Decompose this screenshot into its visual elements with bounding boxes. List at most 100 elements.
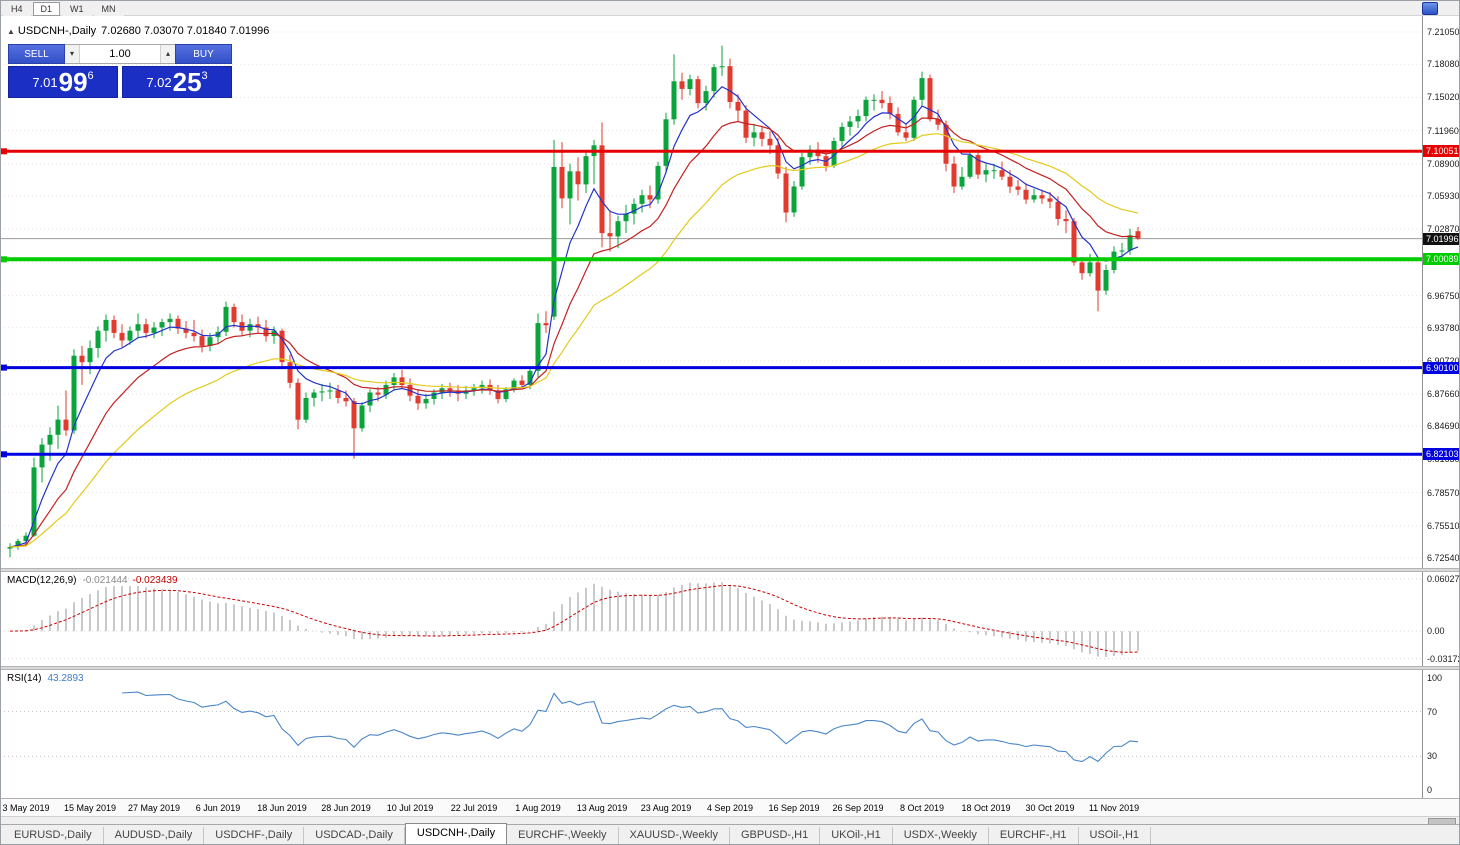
ch art-title: ▲ USDCNH-,Daily 7.02680 7.03070 7.01840 7.… [7,25,269,37]
price-axis-label: 6.90720 [1427,356,1460,366]
macd-name: MACD(12,26,9) [7,575,77,586]
candlestick-series [7,45,1141,558]
price-axis-label: 7.18080 [1427,59,1460,70]
date-axis-label: 6 Jun 2019 [195,803,241,813]
date-axis-label: 10 Jul 2019 [386,803,434,813]
date-axis-label: 26 Sep 2019 [832,803,884,813]
timeframe-button-d1[interactable]: D1 [32,1,61,16]
sell-button[interactable]: SELL [8,44,65,64]
date-axis-label: 22 Jul 2019 [450,803,498,813]
price-axis-label: 7.11960 [1427,125,1459,136]
buy-price-pips: 25 [172,67,202,97]
ma-slow-line [9,133,1139,548]
sell-price-display[interactable]: 7.01 99 6 [8,66,118,98]
price-axis: 7.21050 7.18080 7.15020 7.11960 7.08900 7.059… [1422,16,1460,798]
volume-input[interactable] [80,45,160,63]
date-axis-label: 13 Aug 2019 [576,803,628,813]
date-axis-label: 1 Aug 2019 [515,803,561,813]
level-line-handle[interactable] [1,148,7,155]
chart-tab-usoil-h1[interactable]: USOil-,H1 [1079,827,1152,845]
chart-window: ▲ USDCNH-,Daily 7.02680 7.03070 7.01840 7.… [0,16,1460,825]
buy-button[interactable]: BUY [175,44,232,64]
buy-price-point: 3 [201,70,208,82]
price-axis-label: 7.21050 [1427,27,1460,37]
chart-tab-usdchf-daily[interactable]: USDCHF-,Daily [204,827,305,845]
level-line-handle[interactable] [1,364,7,371]
timeframe-button-w1[interactable]: W1 [62,1,92,16]
macd-signal-line [9,584,1139,653]
panel-splitter-macd[interactable] [0,568,1460,572]
date-axis-label: 11 Nov 2019 [1088,803,1140,813]
panel-splitter-rsi[interactable] [0,666,1460,670]
price-level-tag: 6.90100 [1423,361,1460,374]
volume-decrease-button[interactable]: ▾ [65,45,80,63]
date-axis-label: 28 Jun 2019 [321,803,371,813]
chart-tab-bar: EURUSD-,Daily AUDUSD-,Daily USDCHF-,Daily U… [0,823,1460,845]
date-axis-label: 4 Sep 2019 [706,803,754,813]
buy-price-display[interactable]: 7.02 25 3 [122,66,232,98]
buy-price-prefix: 7.02 [146,74,172,90]
date-axis-label: 18 Oct 2019 [961,803,1011,813]
rsi-name: RSI(14) [7,673,42,684]
rsi-axis-label: 70 [1427,706,1438,717]
chart-tab-eurusd-daily[interactable]: EURUSD-,Daily [3,827,104,845]
level-line-handle[interactable] [1,256,7,263]
macd-indicator-label: MACD(12,26,9) -0.021444 -0.023439 [7,575,178,586]
price-axis-label: 6.93780 [1427,322,1460,333]
sell-price-prefix: 7.01 [32,74,58,90]
chart-tab-usdcad-daily[interactable]: USDCAD-,Daily [304,827,405,845]
price-axis-label: 7.05930 [1427,190,1460,201]
sell-price-point: 6 [87,70,94,82]
price-axis-label: 6.84690 [1427,421,1460,432]
price-axis-label: 6.75510 [1427,520,1460,531]
horizontal-scrollbar[interactable] [0,816,1460,825]
rsi-indicator-canvas[interactable] [0,670,1422,798]
timeframe-button-h4[interactable]: H4 [3,1,31,16]
price-axis-label: 7.02870 [1427,224,1460,235]
date-axis-label: 18 Jun 2019 [257,803,307,813]
timeframe-buttons: H4 D1 W1 MN [3,0,126,17]
date-axis-label: 8 Oct 2019 [899,803,945,813]
main-chart-canvas[interactable] [0,16,1422,568]
chart-tab-eurchf-weekly[interactable]: EURCHF-,Weekly [507,827,619,845]
macd-main-value: -0.021444 [82,575,128,586]
time-axis: 3 May 2019 15 May 2019 27 May 2019 6 Jun 20… [0,798,1460,817]
ma-fast-line [9,85,1139,548]
sell-price-pips: 99 [58,67,88,97]
date-axis-label: 3 May 2019 [2,803,50,813]
chart-tab-eurchf-h1[interactable]: EURCHF-,H1 [989,827,1079,845]
macd-axis-label: 0.06027 [1427,573,1460,584]
macd-histogram [17,582,1139,658]
chart-tab-ukoil-h1[interactable]: UKOil-,H1 [820,827,893,845]
chart-tab-audusd-daily[interactable]: AUDUSD-,Daily [104,827,205,845]
volume-stepper: ▾ ▴ [65,44,175,64]
price-axis-label: 7.15020 [1427,92,1460,103]
rsi-line [121,691,1139,763]
rsi-axis-label: 0 [1427,785,1433,795]
level-line-handle[interactable] [1,451,7,458]
macd-indicator-canvas[interactable] [0,572,1422,666]
window-icon[interactable] [1422,2,1438,15]
price-axis-label: 6.78570 [1427,487,1460,498]
current-price-tag: 7.01996 [1423,232,1460,245]
macd-axis-label: -0.03172 [1427,653,1460,664]
price-level-tag: 7.00089 [1423,253,1460,266]
volume-increase-button[interactable]: ▴ [160,45,175,63]
rsi-axis-label: 100 [1427,673,1443,683]
macd-signal-value: -0.023439 [132,575,178,586]
chart-symbol-timeframe: USDCNH-,Daily [17,25,97,37]
date-axis-label: 23 Aug 2019 [640,803,692,813]
price-axis-label: 6.96750 [1427,290,1460,301]
chart-tab-xauusd-weekly[interactable]: XAUUSD-,Weekly [619,827,730,845]
chart-tab-usdx-weekly[interactable]: USDX-,Weekly [893,827,989,845]
chart-tab-usdcnh-daily[interactable]: USDCNH-,Daily [404,823,508,845]
rsi-indicator-label: RSI(14) 43.2893 [7,673,84,684]
price-axis-label: 6.72540 [1427,553,1460,563]
chart-tab-gbpusd-h1[interactable]: GBPUSD-,H1 [730,827,821,845]
price-level-tag: 6.82103 [1423,448,1460,461]
price-level-tag: 7.10051 [1423,145,1460,158]
date-axis-label: 30 Oct 2019 [1025,803,1075,813]
rsi-value: 43.2893 [47,673,84,684]
chart-ohlc-values: 7.02680 7.03070 7.01840 7.01996 [101,25,270,37]
timeframe-button-mn[interactable]: MN [93,1,124,16]
